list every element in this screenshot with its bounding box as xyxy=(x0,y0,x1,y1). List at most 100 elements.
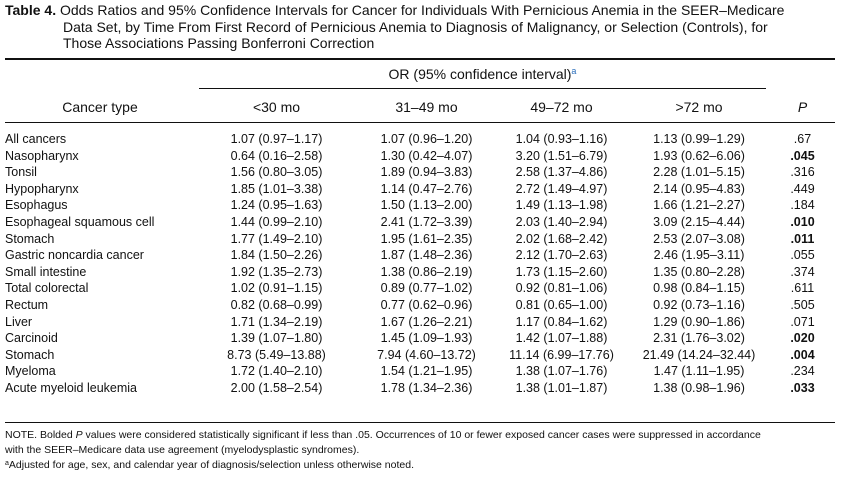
cell-or-49-72: 2.58 (1.37–4.86) xyxy=(515,165,608,180)
cell-or-49-72: 1.04 (0.93–1.16) xyxy=(515,132,608,146)
bottom-rule xyxy=(5,422,835,423)
cell-p-value: .020 xyxy=(790,331,815,346)
group-rule xyxy=(199,88,766,89)
cell-or-under-30: 1.71 (1.34–2.19) xyxy=(230,314,323,329)
cell-cancer-type: Esophageal squamous cell xyxy=(5,214,155,229)
table-row: Gastric noncardia cancer 1.84 (1.50–2.26)… xyxy=(5,247,835,264)
cell-or-31-49: 1.87 (1.48–2.36) xyxy=(380,248,473,263)
cell-or-under-30: 1.07 (0.97–1.17) xyxy=(230,132,323,146)
cell-or-31-49: 1.38 (0.86–2.19) xyxy=(380,264,473,279)
cell-or-31-49: 1.67 (1.26–2.21) xyxy=(380,314,473,329)
cell-cancer-type: Carcinoid xyxy=(5,331,58,346)
cell-p-value: .011 xyxy=(790,231,815,246)
cell-cancer-type: Liver xyxy=(5,314,33,329)
cell-or-over-72: 1.66 (1.21–2.27) xyxy=(653,198,745,213)
cell-or-over-72: 2.31 (1.76–3.02) xyxy=(653,331,745,346)
cell-cancer-type: Total colorectal xyxy=(5,281,89,296)
cell-or-over-72: 1.38 (0.98–1.96) xyxy=(653,380,745,395)
table-row: Myeloma 1.72 (1.40–2.10) 1.54 (1.21–1.95) 1… xyxy=(5,363,835,380)
data-table: All cancers 1.07 (0.97–1.17) 1.07 (0.96–1.… xyxy=(5,131,835,397)
cell-cancer-type: All cancers xyxy=(5,132,67,146)
cell-or-31-49: 7.94 (4.60–13.72) xyxy=(377,347,476,362)
cell-cancer-type: Myeloma xyxy=(5,364,56,379)
table-row: Stomach 1.77 (1.49–2.10) 1.95 (1.61–2.35) 2… xyxy=(5,231,835,248)
col-header-cancer-type: Cancer type xyxy=(62,99,138,115)
caption-label: Table 4. xyxy=(5,2,57,18)
cell-p-value: .033 xyxy=(790,380,815,395)
table-row: Liver 1.71 (1.34–2.19) 1.67 (1.26–2.21) 1.1… xyxy=(5,314,835,331)
cell-p-value: .045 xyxy=(790,148,815,163)
cell-or-31-49: 1.95 (1.61–2.35) xyxy=(380,231,473,246)
cell-cancer-type: Nasopharynx xyxy=(5,148,79,163)
table-row: All cancers 1.07 (0.97–1.17) 1.07 (0.96–1.… xyxy=(5,131,835,148)
cell-p-value: .071 xyxy=(790,314,815,329)
cell-p-value: .184 xyxy=(790,198,815,213)
cell-or-49-72: 1.17 (0.84–1.62) xyxy=(515,314,608,329)
col-header-p: P xyxy=(797,99,808,115)
cell-or-49-72: 3.20 (1.51–6.79) xyxy=(515,148,608,163)
cell-cancer-type: Stomach xyxy=(5,347,55,362)
col-header-31-49: 31–49 mo xyxy=(395,99,458,115)
cell-p-value: .234 xyxy=(790,364,815,379)
cell-or-31-49: 1.89 (0.94–3.83) xyxy=(380,165,473,180)
cell-or-under-30: 1.02 (0.91–1.15) xyxy=(230,281,323,296)
caption-line-1: Table 4. Odds Ratios and 95% Confidence … xyxy=(5,2,835,19)
cell-p-value: .004 xyxy=(790,347,815,362)
cell-or-under-30: 1.92 (1.35–2.73) xyxy=(230,264,323,279)
cell-or-under-30: 1.56 (0.80–3.05) xyxy=(230,165,323,180)
cell-or-under-30: 0.82 (0.68–0.99) xyxy=(230,297,323,312)
cell-or-31-49: 1.07 (0.96–1.20) xyxy=(380,132,473,146)
table-row: Carcinoid 1.39 (1.07–1.80) 1.45 (1.09–1.93… xyxy=(5,330,835,347)
cell-or-49-72: 1.38 (1.01–1.87) xyxy=(515,380,608,395)
top-rule xyxy=(5,58,835,60)
header-rule xyxy=(5,122,835,123)
cell-or-over-72: 0.92 (0.73–1.16) xyxy=(653,297,745,312)
note-line-1: NOTE. Bolded P values were considered st… xyxy=(5,429,761,441)
table-row: Hypopharynx 1.85 (1.01–3.38) 1.14 (0.47–2.… xyxy=(5,181,835,198)
cell-or-over-72: 3.09 (2.15–4.44) xyxy=(653,214,745,229)
cell-or-31-49: 1.30 (0.42–4.07) xyxy=(380,148,473,163)
cell-or-over-72: 1.29 (0.90–1.86) xyxy=(653,314,745,329)
cell-or-49-72: 1.42 (1.07–1.88) xyxy=(515,331,608,346)
footnote-a-text: Adjusted for age, sex, and calendar year… xyxy=(8,459,414,471)
table-caption: Table 4. Odds Ratios and 95% Confidence … xyxy=(5,2,835,52)
cell-or-over-72: 2.28 (1.01–5.15) xyxy=(653,165,745,180)
cell-p-value: .611 xyxy=(790,281,815,296)
table-row: Tonsil 1.56 (0.80–3.05) 1.89 (0.94–3.83) 2.… xyxy=(5,164,835,181)
cell-p-value: .505 xyxy=(790,297,815,312)
cell-or-49-72: 2.12 (1.70–2.63) xyxy=(515,248,608,263)
or-group-header: OR (95% confidence interval)a xyxy=(199,66,766,82)
caption-line-3: Those Associations Passing Bonferroni Co… xyxy=(63,35,375,51)
cell-or-49-72: 1.73 (1.15–2.60) xyxy=(515,264,608,279)
cell-cancer-type: Acute myeloid leukemia xyxy=(5,380,138,395)
cell-p-value: .316 xyxy=(790,165,815,180)
cell-cancer-type: Tonsil xyxy=(5,165,37,180)
cell-cancer-type: Hypopharynx xyxy=(5,181,79,196)
footnote-a-marker: a xyxy=(571,66,577,76)
cell-or-49-72: 2.02 (1.68–2.42) xyxy=(515,231,608,246)
cell-or-over-72: 1.93 (0.62–6.06) xyxy=(653,148,745,163)
cell-cancer-type: Gastric noncardia cancer xyxy=(5,248,144,263)
cell-or-under-30: 1.44 (0.99–2.10) xyxy=(230,214,323,229)
table-row: Small intestine 1.92 (1.35–2.73) 1.38 (0.8… xyxy=(5,264,835,281)
cell-or-49-72: 2.03 (1.40–2.94) xyxy=(515,214,608,229)
cell-or-49-72: 0.81 (0.65–1.00) xyxy=(515,297,608,312)
caption-text-1: Odds Ratios and 95% Confidence Intervals… xyxy=(59,2,785,18)
or-group-label: OR (95% confidence interval) xyxy=(388,66,572,82)
cell-or-49-72: 2.72 (1.49–4.97) xyxy=(515,181,608,196)
cell-or-under-30: 8.73 (5.49–13.88) xyxy=(227,347,326,362)
cell-or-under-30: 1.84 (1.50–2.26) xyxy=(230,248,323,263)
col-header-under-30: <30 mo xyxy=(252,99,301,115)
cell-or-under-30: 1.39 (1.07–1.80) xyxy=(230,331,323,346)
cell-or-31-49: 1.50 (1.13–2.00) xyxy=(380,198,473,213)
cell-or-over-72: 1.35 (0.80–2.28) xyxy=(653,264,745,279)
table-row: Nasopharynx 0.64 (0.16–2.58) 1.30 (0.42–4.… xyxy=(5,148,835,165)
col-header-49-72: 49–72 mo xyxy=(530,99,593,115)
cell-or-31-49: 1.54 (1.21–1.95) xyxy=(380,364,473,379)
table-row: Rectum 0.82 (0.68–0.99) 0.77 (0.62–0.96) 0.… xyxy=(5,297,835,314)
cell-cancer-type: Small intestine xyxy=(5,264,87,279)
col-header-over-72: >72 mo xyxy=(675,99,723,115)
cell-or-49-72: 1.38 (1.07–1.76) xyxy=(515,364,608,379)
caption-line-2: Data Set, by Time From First Record of P… xyxy=(63,18,768,35)
cell-cancer-type: Esophagus xyxy=(5,198,68,213)
